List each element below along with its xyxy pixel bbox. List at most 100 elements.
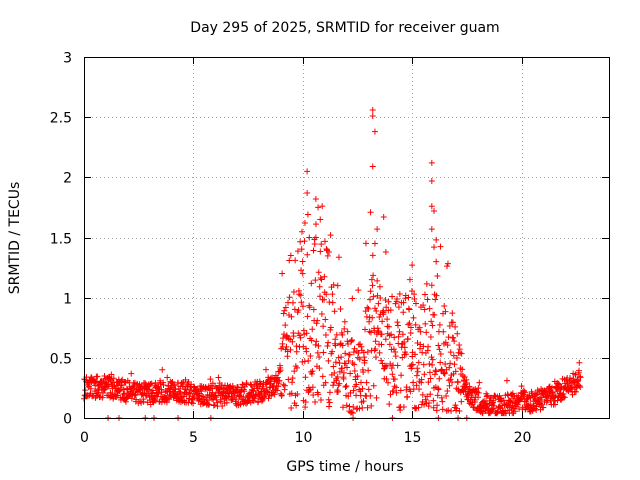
data-point	[301, 220, 308, 227]
data-point	[368, 402, 375, 409]
data-point	[329, 348, 336, 355]
data-point	[151, 396, 158, 403]
data-point	[370, 293, 377, 300]
data-point	[572, 371, 579, 378]
data-point	[297, 334, 304, 341]
data-point	[333, 331, 340, 338]
data-point	[436, 375, 443, 382]
data-point	[282, 322, 289, 329]
data-point	[422, 320, 429, 327]
data-point	[364, 348, 371, 355]
data-point	[391, 334, 398, 341]
data-point	[394, 362, 401, 369]
data-point	[299, 270, 306, 277]
data-point	[386, 341, 393, 348]
data-point	[210, 402, 217, 409]
data-point	[342, 350, 349, 357]
data-point	[439, 406, 446, 413]
data-point	[182, 376, 189, 383]
data-point	[527, 401, 534, 408]
data-point	[378, 341, 385, 348]
data-point	[354, 373, 361, 380]
data-point	[291, 306, 298, 313]
data-point	[403, 384, 410, 391]
data-point	[411, 295, 418, 302]
data-point	[339, 342, 346, 349]
data-point	[277, 367, 284, 374]
data-point	[82, 387, 89, 394]
data-point	[326, 403, 333, 410]
data-point	[289, 375, 296, 382]
data-point	[385, 298, 392, 305]
data-point	[392, 353, 399, 360]
data-point	[325, 357, 332, 364]
data-point	[347, 389, 354, 396]
data-point	[298, 246, 305, 253]
data-point	[343, 402, 350, 409]
data-point	[312, 341, 319, 348]
data-point	[274, 387, 281, 394]
data-point	[287, 346, 294, 353]
data-point	[312, 221, 319, 228]
data-point	[552, 393, 559, 400]
data-point	[291, 368, 298, 375]
y-tick-label: 3	[63, 51, 72, 67]
data-point	[344, 341, 351, 348]
data-point	[457, 349, 464, 356]
data-point	[289, 338, 296, 345]
data-point	[484, 392, 491, 399]
data-point	[380, 214, 387, 221]
data-point	[434, 402, 441, 409]
data-point	[431, 244, 437, 251]
data-point	[393, 384, 400, 391]
data-point	[375, 327, 382, 334]
data-point	[164, 374, 171, 381]
data-point	[576, 359, 583, 366]
data-point	[361, 357, 368, 364]
data-point	[371, 240, 378, 247]
data-point	[158, 389, 165, 396]
data-point	[374, 226, 381, 233]
data-point	[349, 336, 356, 343]
data-point	[560, 390, 567, 397]
data-point	[490, 397, 497, 404]
data-point	[450, 352, 457, 359]
data-point	[426, 361, 433, 368]
data-point	[417, 328, 424, 335]
data-point	[324, 252, 331, 259]
data-point	[339, 331, 346, 338]
data-point	[400, 309, 407, 316]
data-point	[489, 406, 496, 413]
x-axis-label: GPS time / hours	[286, 459, 403, 475]
data-point	[212, 394, 219, 401]
data-point	[297, 292, 304, 299]
data-point	[294, 248, 301, 255]
data-point	[376, 283, 383, 290]
data-point	[299, 228, 306, 235]
data-point	[336, 380, 343, 387]
data-point	[369, 106, 376, 113]
data-point	[325, 396, 332, 403]
data-point	[410, 379, 417, 386]
data-point	[389, 293, 396, 300]
y-tick-label: 1.5	[50, 232, 72, 248]
data-point	[344, 364, 351, 371]
data-point	[274, 374, 281, 381]
data-point	[320, 323, 327, 330]
data-point	[444, 387, 451, 394]
axis-ticks	[84, 57, 609, 419]
data-point	[305, 357, 312, 364]
data-point	[576, 373, 583, 380]
data-point	[404, 335, 411, 342]
data-point	[367, 288, 374, 295]
data-point	[335, 388, 342, 395]
data-point	[400, 299, 407, 306]
data-point	[577, 384, 584, 391]
data-point	[441, 369, 448, 376]
data-point	[341, 325, 348, 332]
data-point	[250, 388, 257, 395]
data-point	[390, 387, 397, 394]
grid	[84, 57, 609, 418]
data-points	[81, 106, 584, 421]
